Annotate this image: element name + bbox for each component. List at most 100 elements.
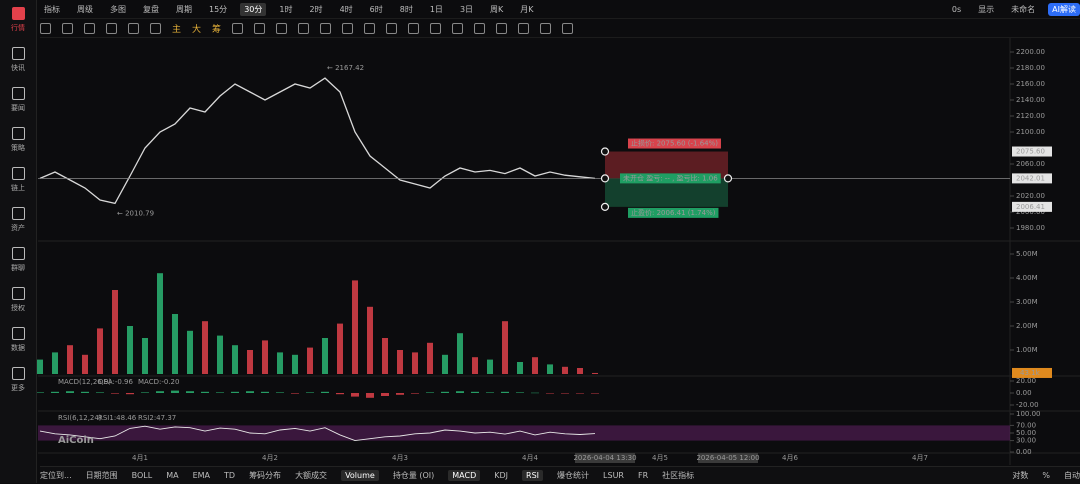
tool-icon[interactable] [430,22,442,34]
tool-icon[interactable] [540,22,552,34]
sidebar-item[interactable]: 快讯 [0,40,36,80]
period-button[interactable]: 周K [490,4,504,14]
toolbar-button[interactable]: 周期 [176,4,192,14]
tool-icon[interactable] [496,22,508,34]
toolbar-button[interactable]: 指标 [44,4,60,14]
macd-bar [576,393,584,394]
toolbar-button[interactable]: 0s [951,4,962,14]
tool-button[interactable]: 筹 [212,24,222,35]
indicator-button[interactable]: KDJ [494,471,509,480]
macd-bar [261,391,269,393]
indicator-button[interactable]: 社区指标 [662,471,695,480]
macd-bar [456,391,464,393]
toolbar-button[interactable]: 复盘 [143,4,159,14]
y-tick-label: 100.00 [1016,410,1041,418]
tool-icon[interactable] [320,22,332,34]
icon [11,167,25,180]
volume-bar [172,314,178,374]
take-profit-label-bg [628,207,719,218]
toolbar-button[interactable]: 周级 [77,4,93,14]
tool-icon[interactable] [364,22,376,34]
sidebar-item[interactable]: 资产 [0,200,36,240]
volume-bar [487,359,493,374]
bottom-button[interactable]: 自动 [1064,471,1080,480]
toolbar-button[interactable]: 显示 [978,4,995,14]
indicator-button[interactable]: 大额成交 [295,471,328,480]
indicator-button[interactable]: MACD [448,470,481,481]
macd-bar [306,392,314,393]
tool-button[interactable]: 主 [172,24,182,35]
bottom-toolbar: 定位到... 日期范围 BOLL MA EMA TD 筹码分布 大额成交 Volume 持仓量 (… [40,466,1080,484]
tool-icon[interactable] [562,22,574,34]
indicator-button[interactable]: RSI [522,470,544,481]
position-handle [723,174,733,183]
sidebar-item[interactable]: 授权 [0,280,36,320]
y-tick-label: 4.00M [1016,274,1038,282]
period-button[interactable]: 1日 [429,4,443,14]
tool-icon[interactable] [62,22,73,34]
period-button[interactable]: 8时 [399,4,413,14]
indicator-button[interactable]: Volume [341,470,379,481]
macd-bar [111,393,119,394]
tool-icon[interactable] [298,22,310,34]
sidebar-item[interactable]: 链上 [0,160,36,200]
tool-icon[interactable] [474,22,486,34]
tool-icon[interactable] [84,22,95,34]
bottom-button[interactable]: 定位到... [40,471,72,480]
indicator-button[interactable]: MA [166,471,179,480]
bottom-button[interactable]: 对数 [1012,471,1029,480]
sidebar-item[interactable]: 更多 [0,360,36,400]
sidebar-item[interactable]: 群聊 [0,240,36,280]
take-profit-label: 止盈价: 2006.41 (1.74%) [631,208,716,217]
sidebar-item[interactable]: 策略 [0,120,36,160]
icon [11,367,25,380]
bottom-button[interactable]: 日期范围 [85,471,118,480]
period-button[interactable]: 4时 [339,4,353,14]
tool-icon[interactable] [518,22,530,34]
volume-tag: 43.1k [1020,369,1041,377]
y-tick-label: 2140.00 [1016,96,1045,104]
tool-icon[interactable] [150,22,161,34]
tool-icon[interactable] [342,22,354,34]
toolbar-button[interactable]: 多图 [110,4,126,14]
indicator-button[interactable]: TD [224,471,236,480]
indicator-button[interactable]: EMA [192,471,211,480]
sidebar-item[interactable]: 行情 [0,0,36,40]
period-button[interactable]: 6时 [369,4,383,14]
volume-bar [457,333,463,374]
volume-bar [532,357,538,374]
period-button[interactable]: 30分 [240,2,267,16]
macd-bar [366,393,374,398]
tool-icon[interactable] [232,22,244,34]
period-button[interactable]: 月K [520,4,534,14]
tool-icon[interactable] [254,22,266,34]
sidebar-label: 快讯 [11,64,25,72]
indicator-button[interactable]: FR [637,471,649,480]
indicator-button[interactable]: 筹码分布 [249,471,282,480]
toolbar-button[interactable]: AI解读 [1048,2,1080,16]
tool-icon[interactable] [408,22,420,34]
indicator-button[interactable]: 持仓量 (OI) [392,471,435,480]
tool-icon[interactable] [276,22,288,34]
period-button[interactable]: 15分 [209,4,228,14]
sidebar-item[interactable]: 数据 [0,320,36,360]
period-button[interactable]: 3日 [459,4,474,14]
tool-icon[interactable] [128,22,139,34]
indicator-button[interactable]: 爆仓统计 [557,471,590,480]
toolbar-button[interactable]: 未命名 [1011,4,1036,14]
bottom-button[interactable]: % [1042,471,1050,480]
tool-icon[interactable] [106,22,117,34]
tool-button[interactable]: 大 [192,24,202,35]
sidebar-item[interactable]: 要闻 [0,80,36,120]
period-button[interactable]: 2时 [309,4,323,14]
indicator-button[interactable]: LSUR [603,471,624,480]
indicator-button[interactable]: BOLL [131,471,153,480]
volume-bar [472,357,478,374]
tool-icon[interactable] [452,22,464,34]
tool-icon[interactable] [386,22,398,34]
tool-icon[interactable] [40,22,51,34]
period-button[interactable]: 1时 [279,4,293,14]
volume-bar [52,352,58,374]
y-tick-label: 0.00 [1016,448,1032,456]
sidebar-label: 授权 [11,304,25,312]
